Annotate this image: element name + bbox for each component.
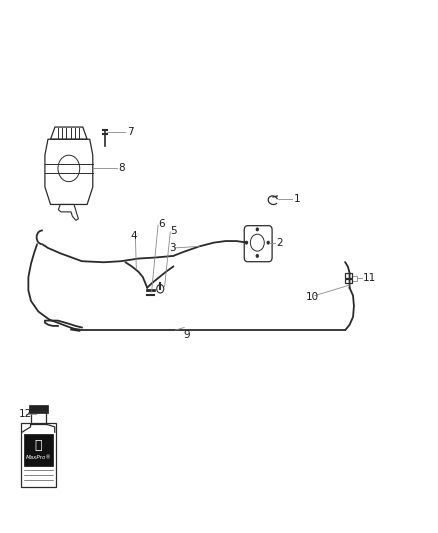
Text: 12: 12 <box>19 409 32 418</box>
Circle shape <box>267 241 269 244</box>
Text: 9: 9 <box>184 330 190 341</box>
Text: 3: 3 <box>169 243 176 253</box>
Text: 6: 6 <box>158 219 165 229</box>
Text: MaxPro®: MaxPro® <box>25 455 51 460</box>
Text: 10: 10 <box>306 292 319 302</box>
Text: 2: 2 <box>276 238 283 248</box>
FancyBboxPatch shape <box>24 434 53 466</box>
Circle shape <box>256 254 258 257</box>
Text: 4: 4 <box>130 231 137 241</box>
Text: 5: 5 <box>170 226 177 236</box>
Text: Ⓜ: Ⓜ <box>35 439 42 451</box>
Circle shape <box>256 228 258 231</box>
FancyBboxPatch shape <box>29 405 47 413</box>
Text: 8: 8 <box>118 164 125 173</box>
Text: 11: 11 <box>363 273 376 284</box>
Text: 1: 1 <box>293 194 300 204</box>
Circle shape <box>245 241 248 244</box>
Text: 7: 7 <box>127 127 133 138</box>
